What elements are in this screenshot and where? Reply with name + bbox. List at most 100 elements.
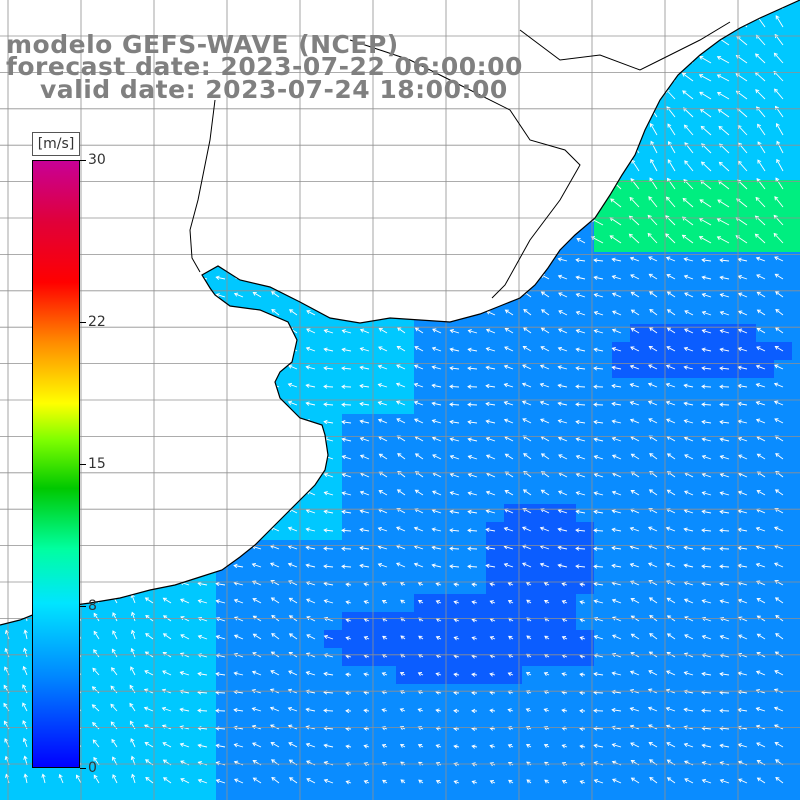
speed-cell (414, 612, 433, 631)
speed-cell (792, 72, 800, 91)
wind-arrow (756, 346, 766, 352)
wind-arrow (699, 56, 712, 64)
speed-cell (288, 612, 307, 631)
speed-cell (594, 594, 613, 613)
wind-arrow (396, 364, 406, 370)
wind-arrow (702, 348, 712, 352)
speed-cell (774, 684, 793, 703)
speed-cell (198, 594, 217, 613)
wind-arrow-head (306, 310, 311, 315)
speed-cell (594, 666, 613, 685)
wind-arrow-head (270, 291, 276, 296)
speed-cell (540, 738, 559, 757)
wind-arrow (684, 124, 694, 136)
wind-arrow-head (341, 419, 346, 425)
speed-cell (648, 576, 667, 595)
wind-arrow (360, 472, 370, 478)
speed-cell (558, 414, 577, 433)
wind-arrow (306, 347, 316, 352)
speed-cell (504, 504, 523, 523)
wind-arrow (755, 71, 766, 82)
wind-arrow (468, 348, 478, 352)
speed-cell (414, 378, 433, 397)
speed-cell (414, 702, 433, 721)
wind-arrow (486, 454, 496, 460)
wind-arrow-head (323, 491, 328, 496)
wind-arrow-head (775, 308, 780, 313)
speed-cell (486, 630, 505, 649)
speed-cell (396, 666, 415, 685)
wind-arrow (631, 291, 640, 298)
wind-arrow (216, 583, 226, 586)
wind-arrow (324, 348, 334, 352)
wind-arrow-head (719, 564, 724, 569)
speed-cell (702, 360, 721, 379)
wind-arrow-head (699, 55, 704, 60)
wind-arrow (594, 259, 604, 262)
speed-cell (702, 774, 721, 793)
speed-cell (702, 216, 721, 235)
wind-arrow-head (287, 382, 293, 387)
wind-arrow-head (611, 257, 616, 262)
wind-arrow (776, 141, 784, 154)
speed-cell (432, 792, 451, 800)
speed-cell (450, 684, 469, 703)
wind-arrow-head (341, 491, 346, 496)
wind-arrow (341, 565, 352, 568)
speed-cell (774, 540, 793, 559)
wind-arrow-head (593, 437, 598, 442)
wind-arrow-head (756, 471, 762, 476)
speed-cell (648, 792, 667, 800)
wind-arrow-head (774, 489, 780, 494)
speed-cell (270, 738, 289, 757)
speed-cell (774, 666, 793, 685)
speed-cell (648, 612, 667, 631)
wind-arrow-head (522, 345, 527, 350)
wind-arrow-head (413, 382, 419, 387)
wind-arrow-head (666, 489, 671, 494)
wind-arrow (576, 348, 586, 352)
speed-cell (576, 396, 595, 415)
wind-arrow (558, 258, 568, 262)
speed-cell (756, 270, 775, 289)
speed-cell (270, 774, 289, 793)
speed-cell (684, 612, 703, 631)
wind-arrow-head (701, 257, 706, 263)
speed-cell (792, 342, 800, 361)
speed-cell (702, 504, 721, 523)
speed-cell (252, 594, 271, 613)
wind-arrow-head (323, 366, 328, 371)
wind-arrow (665, 215, 676, 226)
wind-arrow (378, 346, 388, 352)
wind-arrow (775, 106, 784, 118)
speed-cell (576, 648, 595, 667)
speed-cell (738, 90, 757, 109)
wind-arrow-head (716, 236, 722, 241)
speed-cell (252, 576, 271, 595)
speed-cell (666, 270, 685, 289)
speed-cell (270, 792, 289, 800)
wind-arrow-head (523, 453, 528, 457)
speed-cell (324, 576, 343, 595)
speed-cell (306, 630, 325, 649)
wind-arrow (717, 199, 730, 208)
wind-arrow-head (701, 581, 706, 587)
speed-cell (756, 324, 775, 343)
wind-arrow-head (323, 347, 328, 352)
wind-arrow (631, 328, 640, 334)
speed-cell (612, 486, 631, 505)
speed-cell (756, 594, 775, 613)
speed-cell (576, 450, 595, 469)
speed-cell (522, 648, 541, 667)
speed-cell (576, 720, 595, 739)
wind-arrow-head (701, 509, 706, 514)
speed-cell (342, 486, 361, 505)
wind-arrow-head (144, 597, 150, 602)
wind-arrow (575, 403, 586, 406)
wind-arrow (397, 435, 406, 442)
wind-arrow-head (683, 365, 688, 370)
wind-arrow (540, 508, 550, 514)
wind-arrow (131, 594, 136, 604)
speed-cell (630, 684, 649, 703)
wind-arrow (432, 328, 442, 334)
